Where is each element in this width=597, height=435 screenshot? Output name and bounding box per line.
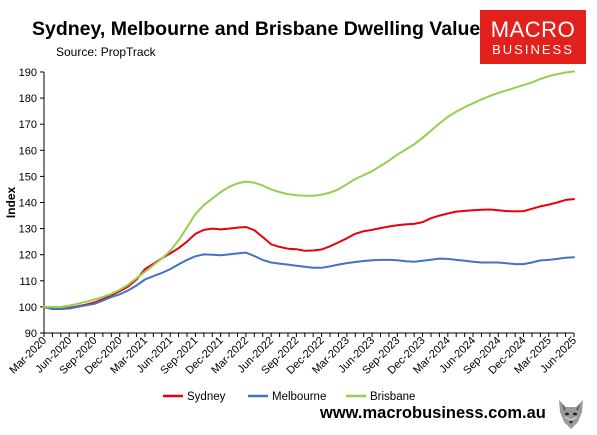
legend-label-melbourne: Melbourne xyxy=(272,391,326,403)
chart-lines xyxy=(43,70,575,310)
y-axis-title: Index xyxy=(4,187,18,219)
y-tick-label: 150 xyxy=(19,171,37,183)
y-tick-label: 90 xyxy=(25,328,37,340)
y-tick-label: 110 xyxy=(19,276,37,288)
y-tick-label: 190 xyxy=(19,67,37,79)
y-tick-label: 160 xyxy=(19,145,37,157)
series-line-brisbane xyxy=(43,70,575,308)
macrobusiness-logo: MACRO BUSINESS xyxy=(480,10,586,64)
website-url: www.macrobusiness.com.au xyxy=(320,404,546,422)
legend-label-brisbane: Brisbane xyxy=(370,391,415,403)
chart-legend: Sydney Melbourne Brisbane xyxy=(163,391,415,403)
logo-line-1: MACRO xyxy=(490,17,576,42)
chart-title: Sydney, Melbourne and Brisbane Dwelling … xyxy=(32,18,492,40)
logo-line-2: BUSINESS xyxy=(492,42,574,57)
y-tick-label: 170 xyxy=(19,119,37,131)
series-line-sydney xyxy=(43,198,575,310)
chart-axes: 90100110120130140150160170180190Mar-2020… xyxy=(4,67,579,377)
y-tick-label: 140 xyxy=(19,198,37,210)
chart-source: Source: PropTrack xyxy=(56,45,156,59)
y-tick-label: 130 xyxy=(19,224,37,236)
y-tick-label: 120 xyxy=(19,250,37,262)
legend-label-sydney: Sydney xyxy=(187,391,226,403)
wolf-mascot-icon xyxy=(559,400,583,429)
y-tick-label: 180 xyxy=(19,93,37,105)
series-line-melbourne xyxy=(43,251,575,310)
y-tick-label: 100 xyxy=(19,302,37,314)
